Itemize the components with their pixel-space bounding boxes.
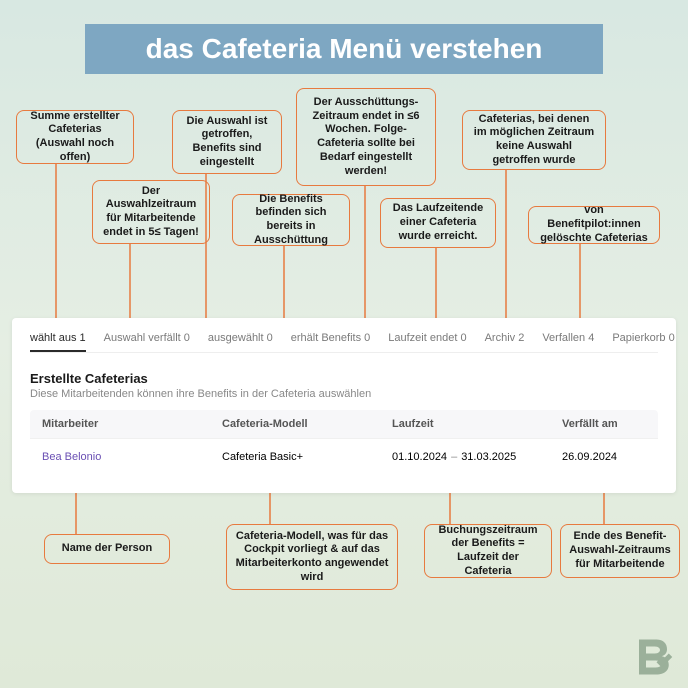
tab-papierkorb[interactable]: Papierkorb 0 <box>612 332 674 344</box>
tab-label: Archiv <box>485 332 516 344</box>
tab-verfallen[interactable]: Verfallen 4 <box>542 332 594 344</box>
tab-bar: wählt aus 1 Auswahl verfällt 0 ausgewähl… <box>30 332 658 353</box>
callout-expires-at: Ende des Benefit-Auswahl-Zeitraums für M… <box>560 524 680 578</box>
callout-runtime: Buchungszeitraum der Benefits = Laufzeit… <box>424 524 552 578</box>
table-row[interactable]: Bea Belonio Cafeteria Basic+ 01.10.2024–… <box>30 438 658 475</box>
tab-erhaelt-benefits[interactable]: erhält Benefits 0 <box>291 332 371 344</box>
col-verfaellt: Verfällt am <box>562 418 672 430</box>
table-header: Mitarbeiter Cafeteria-Modell Laufzeit Ve… <box>30 410 658 438</box>
tab-label: Verfallen <box>542 332 585 344</box>
col-modell: Cafeteria-Modell <box>222 418 392 430</box>
callout-person-name: Name der Person <box>44 534 170 564</box>
page-title: das Cafeteria Menü verstehen <box>85 24 603 74</box>
tab-label: wählt aus <box>30 332 76 344</box>
tab-count: 0 <box>184 332 190 344</box>
section-subtitle: Diese Mitarbeitenden können ihre Benefit… <box>30 388 658 400</box>
callout-trash: von Benefitpilot:innen gelöschte Cafeter… <box>528 206 660 244</box>
tab-label: erhält Benefits <box>291 332 361 344</box>
cafeteria-table: Mitarbeiter Cafeteria-Modell Laufzeit Ve… <box>30 410 658 475</box>
tab-count: 4 <box>588 332 594 344</box>
brand-logo-icon <box>632 636 674 678</box>
tab-label: Auswahl verfällt <box>104 332 181 344</box>
tab-label: Papierkorb <box>612 332 665 344</box>
col-laufzeit: Laufzeit <box>392 418 562 430</box>
callout-selected: Die Auswahl ist getroffen, Benefits sind… <box>172 110 282 174</box>
tab-archiv[interactable]: Archiv 2 <box>485 332 525 344</box>
tab-count: 0 <box>460 332 466 344</box>
callout-model: Cafeteria-Modell, was für das Cockpit vo… <box>226 524 398 590</box>
section-title: Erstellte Cafeterias <box>30 371 658 386</box>
tab-count: 0 <box>267 332 273 344</box>
tab-count: 2 <box>518 332 524 344</box>
cell-expires: 26.09.2024 <box>562 451 672 463</box>
callout-sum-created: Summe erstellter Cafeterias (Auswahl noc… <box>16 110 134 164</box>
tab-label: Laufzeit endet <box>388 332 457 344</box>
cafeteria-panel: wählt aus 1 Auswahl verfällt 0 ausgewähl… <box>12 318 676 493</box>
callout-archive: Das Laufzeitende einer Cafeteria wurde e… <box>380 198 496 248</box>
tab-count: 0 <box>364 332 370 344</box>
cell-model: Cafeteria Basic+ <box>222 451 392 463</box>
callout-selection-expires: Der Auswahlzeitraum für Mitarbeitende en… <box>92 180 210 244</box>
runtime-start: 01.10.2024 <box>392 451 447 463</box>
callout-runtime-ending: Der Ausschüttungs-Zeitraum endet in ≤6 W… <box>296 88 436 186</box>
tab-auswahl-verfaellt[interactable]: Auswahl verfällt 0 <box>104 332 190 344</box>
col-mitarbeiter: Mitarbeiter <box>42 418 222 430</box>
tab-count: 1 <box>80 332 86 344</box>
tab-count: 0 <box>669 332 675 344</box>
tab-waehlt-aus[interactable]: wählt aus 1 <box>30 332 86 352</box>
person-link[interactable]: Bea Belonio <box>42 451 222 463</box>
cell-runtime: 01.10.2024–31.03.2025 <box>392 451 562 463</box>
tab-laufzeit-endet[interactable]: Laufzeit endet 0 <box>388 332 466 344</box>
callout-receiving: Die Benefits befinden sich bereits in Au… <box>232 194 350 246</box>
range-separator: – <box>447 451 461 463</box>
runtime-end: 31.03.2025 <box>461 451 516 463</box>
tab-label: ausgewählt <box>208 332 264 344</box>
tab-ausgewaehlt[interactable]: ausgewählt 0 <box>208 332 273 344</box>
callout-expired: Cafeterias, bei denen im möglichen Zeitr… <box>462 110 606 170</box>
